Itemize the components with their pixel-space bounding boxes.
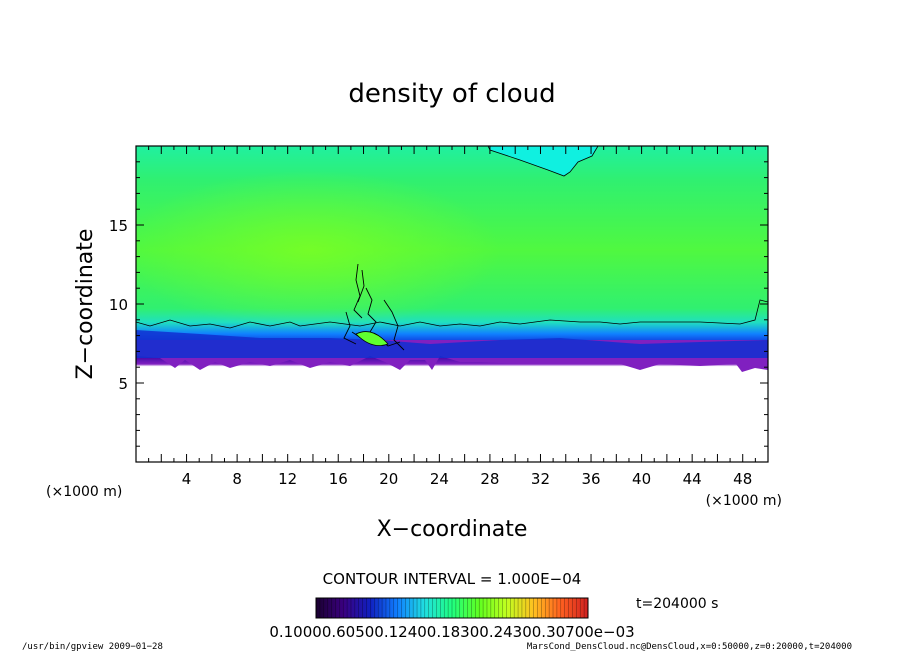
y-axis: 5 10 15: [109, 161, 768, 447]
time-label: t=204000 s: [636, 596, 718, 612]
x-tick-label: 48: [733, 470, 752, 488]
footer-right: MarsCond_DensCloud.nc@DensCloud,x=0:5000…: [526, 642, 852, 652]
x-axis: 4 8 12 16 20 24 28 32 36 40 44 48: [148, 146, 756, 488]
x-tick-label: 44: [683, 470, 702, 488]
x-tick-label: 20: [379, 470, 398, 488]
x-tick-label: 36: [581, 470, 600, 488]
contour-line-top: [487, 146, 599, 177]
empty-region: [136, 370, 768, 462]
x-tick-label: 12: [278, 470, 297, 488]
contour-interval-label: CONTOUR INTERVAL = 1.000E−04: [323, 570, 582, 588]
x-tick-label: 28: [480, 470, 499, 488]
core-glow: [136, 170, 500, 330]
heatmap-field: [136, 146, 768, 462]
x-tick-label: 8: [232, 470, 242, 488]
y-tick-label: 10: [109, 296, 128, 314]
x-tick-label: 4: [182, 470, 192, 488]
x-unit-label-left: (×1000 m): [46, 484, 122, 500]
y-axis-label: Z−coordinate: [73, 229, 98, 380]
blue-band: [136, 330, 768, 358]
x-tick-label: 32: [531, 470, 550, 488]
x-tick-label: 16: [329, 470, 348, 488]
chart-title: density of cloud: [348, 79, 555, 109]
x-tick-label: 24: [430, 470, 449, 488]
y-tick-label: 5: [118, 375, 128, 393]
colorbar-labels: 0.10000.60500.12400.18300.24300.30700e−0…: [269, 623, 634, 641]
footer-left: /usr/bin/gpview 2009−01−28: [22, 642, 163, 652]
x-tick-label: 40: [632, 470, 651, 488]
core-patch: [355, 331, 389, 347]
x-axis-label: X−coordinate: [377, 517, 528, 542]
x-unit-label-right: (×1000 m): [706, 493, 782, 509]
colorbar-ticks: [319, 598, 585, 618]
contour-line-main: [136, 299, 768, 329]
y-tick-label: 15: [109, 217, 128, 235]
